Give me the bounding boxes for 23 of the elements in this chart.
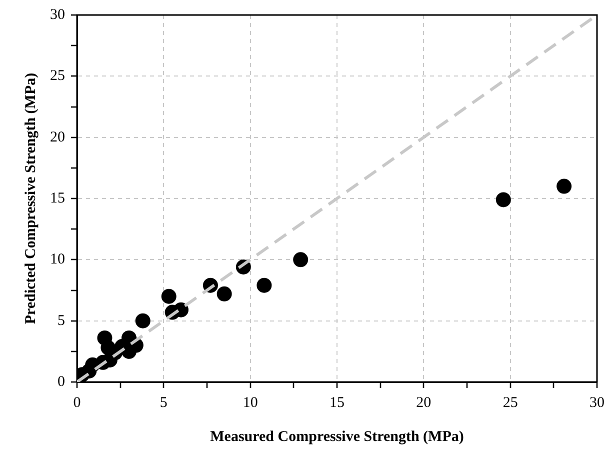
point xyxy=(135,313,150,328)
x-tick-label: 10 xyxy=(242,394,258,411)
x-tick-label: 25 xyxy=(502,394,518,411)
x-tick-label: 20 xyxy=(416,394,432,411)
point xyxy=(161,288,176,304)
y-tick-label: 0 xyxy=(58,374,65,390)
y-tick-label: 20 xyxy=(50,129,65,146)
x-tick-label: 0 xyxy=(73,394,81,411)
y-axis-title: Predicted Compressive Strength (MPa) xyxy=(22,72,39,324)
y-tick-label: 15 xyxy=(50,190,65,206)
x-tick-label: 5 xyxy=(160,394,168,411)
y-tick-label: 25 xyxy=(50,68,65,84)
y-tick-label: 5 xyxy=(58,312,65,329)
point xyxy=(496,192,511,208)
y-tick-label: 30 xyxy=(50,6,65,23)
point xyxy=(216,286,232,302)
point xyxy=(256,278,272,293)
x-tick-label: 15 xyxy=(330,394,344,411)
point xyxy=(293,252,308,268)
x-axis-title: Measured Compressive Strength (MPa) xyxy=(210,428,464,445)
point xyxy=(556,178,572,194)
x-tick-label: 30 xyxy=(590,394,604,411)
y-tick-label: 10 xyxy=(50,252,65,268)
